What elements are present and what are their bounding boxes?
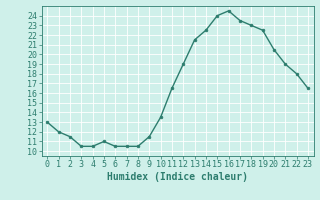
X-axis label: Humidex (Indice chaleur): Humidex (Indice chaleur) — [107, 172, 248, 182]
